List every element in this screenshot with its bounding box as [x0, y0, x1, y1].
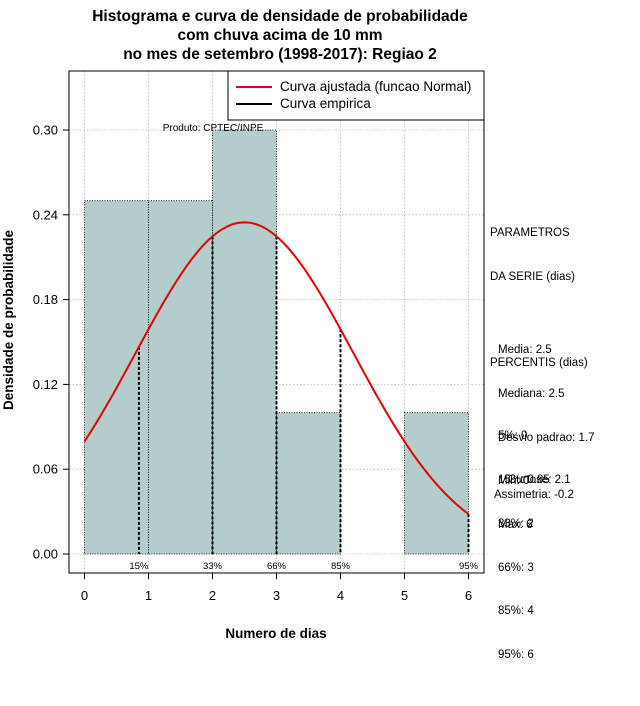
- y-tick-label: 0.12: [33, 377, 58, 392]
- y-tick-label: 0.06: [33, 462, 58, 477]
- param-max: Max: 6: [498, 519, 533, 532]
- pct-item: 5%: 0: [498, 430, 528, 443]
- parametros-header-1: PARAMETROS: [490, 227, 570, 240]
- x-tick-label: 3: [273, 588, 280, 603]
- histogram-bar: [276, 412, 341, 555]
- chart-title-line-1: Histograma e curva de densidade de proba…: [92, 8, 468, 25]
- histogram-bar: [148, 200, 213, 555]
- percentile-label: 95%: [459, 561, 479, 572]
- normal-fit-curve: [83, 221, 470, 515]
- parametros-panel: PARAMETROS DA SERIE (dias) Media: 2.5 Me…: [490, 197, 595, 576]
- legend-box: [227, 70, 485, 121]
- chart-title-line-3: no mes de setembro (1998-2017): Regiao 2: [123, 46, 437, 63]
- x-tick-label: 4: [337, 588, 344, 603]
- chart-title-line-2: com chuva acima de 10 mm: [177, 27, 383, 44]
- x-tick-label: 6: [465, 588, 472, 603]
- pct-item: 95%: 6: [498, 649, 534, 662]
- y-axis-label: Densidade de probabilidade: [1, 229, 16, 410]
- pct-item: 33%: 2: [498, 517, 534, 530]
- stat-curtose: Curtose: 2.1: [508, 474, 571, 486]
- param-desvio: Desvio padrao: 1.7: [498, 431, 595, 444]
- param-mediana: Mediana: 2.5: [498, 387, 565, 400]
- pct-item: 15%: 0.85: [498, 473, 550, 486]
- param-min: Min: 0: [498, 475, 530, 488]
- pct-item: 66%: 3: [498, 561, 534, 574]
- percentile-label: 66%: [267, 561, 287, 572]
- percentile-label: 85%: [331, 561, 351, 572]
- percentile-label: 33%: [203, 561, 223, 572]
- x-tick-label: 2: [209, 588, 216, 603]
- legend-label-fitted: Curva ajustada (funcao Normal): [280, 79, 471, 94]
- param-media: Media: 2.5: [498, 343, 552, 356]
- x-tick-label: 0: [81, 588, 88, 603]
- legend: Curva ajustada (funcao Normal) Curva emp…: [227, 70, 485, 121]
- pct-item: 85%: 4: [498, 605, 534, 618]
- legend-label-empirical: Curva empirica: [280, 96, 371, 111]
- y-tick-label: 0.00: [33, 547, 58, 562]
- histogram-bar: [84, 200, 149, 555]
- stat-assimetria: Assimetria: -0.2: [494, 489, 574, 501]
- histogram-bar: [212, 129, 277, 555]
- y-tick-label: 0.24: [33, 207, 58, 222]
- product-annotation: Produto: CPTEC/INPE: [163, 123, 264, 134]
- y-tick-label: 0.18: [33, 292, 58, 307]
- histogram-chart: 15% 33% 66% 85% 95% 0 1 2 3 4 5 6 0.00 0.06 0.12 0.18 0…: [1, 70, 485, 641]
- y-tick-label: 0.30: [33, 123, 58, 138]
- percentis-header: PERCENTIS (dias): [490, 357, 588, 370]
- percentis-panel: PERCENTIS (dias) 5%: 0 15%: 0.85 33%: 2 …: [490, 327, 588, 706]
- x-tick-label: 1: [145, 588, 152, 603]
- x-tick-label: 5: [401, 588, 408, 603]
- x-axis-label: Numero de dias: [225, 626, 326, 641]
- parametros-header-2: DA SERIE (dias): [490, 270, 575, 283]
- percentile-label: 15%: [129, 561, 149, 572]
